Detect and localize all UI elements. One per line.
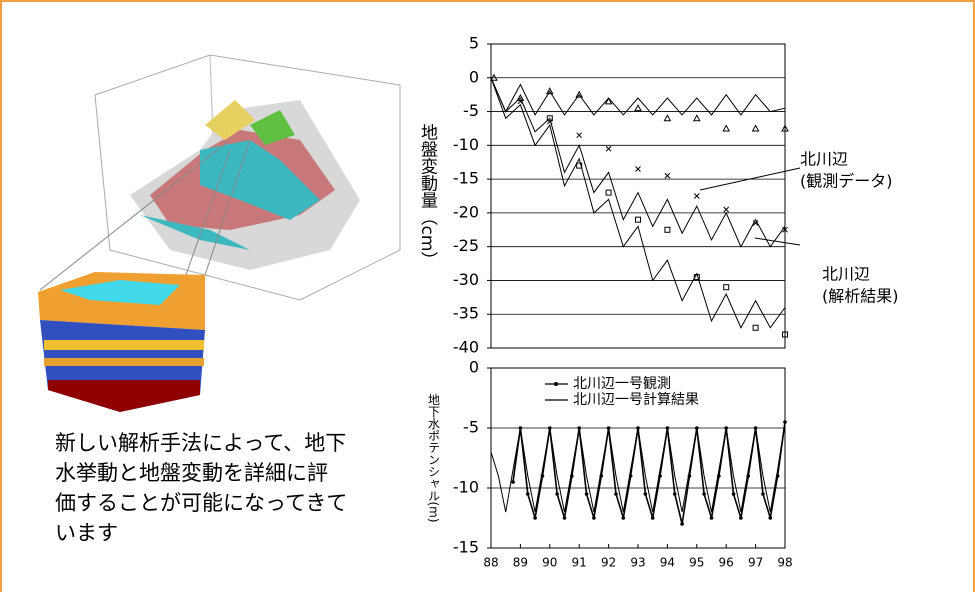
legend-label: 北川辺一号計算結果 — [573, 392, 699, 408]
x-tick-label: 93 — [630, 556, 645, 570]
y-tick-label: -40 — [453, 338, 479, 357]
paragraph-line: 新しい解析手法によって、地下 — [55, 431, 346, 455]
x-tick-label: 88 — [483, 556, 498, 570]
annotation: 北川辺 — [800, 150, 848, 169]
y-tick-label: -25 — [453, 236, 479, 255]
dot-marker — [644, 492, 648, 496]
dot-marker — [769, 516, 773, 520]
dot-marker — [739, 516, 743, 520]
y-tick-label: 0 — [469, 67, 479, 86]
dot-marker — [710, 516, 714, 520]
dot-marker — [585, 492, 589, 496]
y-tick-label: -5 — [463, 101, 479, 120]
y-axis-label: 地盤変動量（cm） — [417, 123, 438, 268]
annotation: 北川辺 — [822, 265, 870, 284]
dot-marker — [563, 516, 567, 520]
paragraph-line: 水挙動と地盤変動を詳細に評 — [55, 461, 328, 485]
x-tick-label: 89 — [513, 556, 528, 570]
dot-marker — [614, 492, 618, 496]
dot-marker — [622, 516, 626, 520]
y-tick-label: -30 — [453, 270, 479, 289]
x-tick-label: 92 — [601, 556, 616, 570]
y-axis-label: 地下水ポテンシャル(m) — [427, 393, 441, 523]
dot-marker — [702, 492, 706, 496]
x-tick-label: 91 — [572, 556, 587, 570]
dot-marker — [511, 480, 515, 484]
y-tick-label: -15 — [453, 538, 479, 557]
x-tick-label: 94 — [660, 556, 675, 570]
x-tick-label: 96 — [719, 556, 734, 570]
y-tick-label: -15 — [453, 169, 479, 188]
annotation: (観測データ) — [800, 172, 893, 191]
annotation: (解析結果) — [822, 287, 899, 306]
legend-label: 北川辺一号観測 — [573, 375, 671, 392]
y-tick-label: -20 — [453, 202, 479, 221]
dot-marker — [651, 516, 655, 520]
dot-marker — [732, 492, 736, 496]
x-tick-label: 98 — [777, 556, 792, 570]
y-tick-label: 5 — [469, 34, 479, 53]
y-tick-label: -10 — [453, 135, 479, 154]
dot-marker — [761, 492, 765, 496]
x-tick-label: 97 — [748, 556, 763, 570]
dot-marker — [680, 522, 684, 526]
paragraph-line: 価することが可能になってきて — [55, 491, 347, 515]
dot-marker — [673, 492, 677, 496]
dot-marker — [555, 492, 559, 496]
slide: 新しい解析手法によって、地下水挙動と地盤変動を詳細に評価することが可能になってき… — [0, 0, 975, 592]
y-tick-label: -10 — [453, 478, 479, 497]
dot-marker — [533, 516, 537, 520]
y-tick-label: -35 — [453, 304, 479, 323]
x-tick-label: 90 — [542, 556, 557, 570]
dot-marker — [592, 516, 596, 520]
y-tick-label: 0 — [469, 358, 479, 377]
legend-dot — [554, 382, 558, 386]
y-tick-label: -5 — [463, 418, 479, 437]
x-tick-label: 95 — [689, 556, 704, 570]
paragraph-line: います — [55, 521, 118, 545]
dot-marker — [526, 492, 530, 496]
